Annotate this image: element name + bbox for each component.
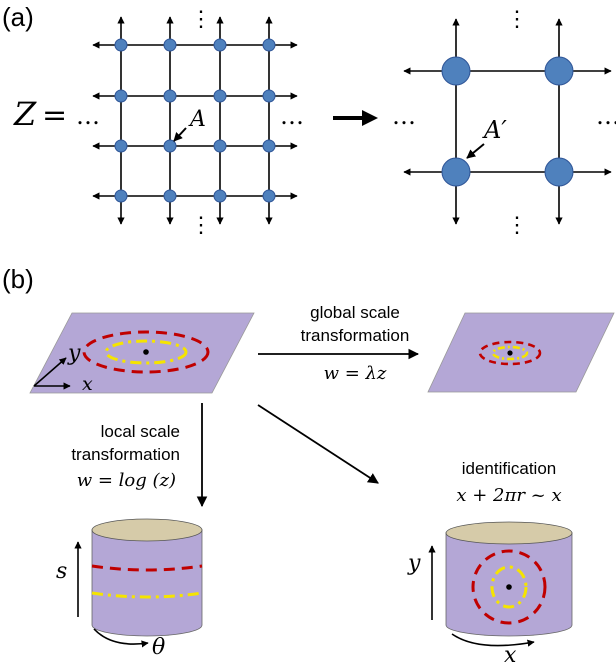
global-formula: w = λz — [324, 363, 387, 384]
x-axis-arrow-cylinder — [451, 633, 535, 647]
vdots-bottom-coarse: ⋮ — [506, 213, 528, 238]
original-plane: x y — [29, 312, 255, 395]
red-dashed-circle-scaled — [478, 340, 542, 366]
local-text-line2: transformation — [71, 445, 180, 464]
global-text-line1: global scale — [310, 303, 400, 322]
y-axis-label-cylinder: y — [407, 551, 421, 576]
y-axis-arrow — [33, 357, 67, 387]
panel-a-label: (a) — [2, 2, 34, 32]
fine-lattice-node — [213, 189, 227, 203]
point-a-prime-label: A′ — [482, 116, 507, 144]
global-text-line2: transformation — [301, 326, 410, 345]
theta-axis-label: θ — [152, 635, 165, 660]
point-a-prime-arrow — [466, 143, 485, 159]
cylinder-top — [91, 518, 203, 542]
fine-lattice-node — [114, 139, 128, 153]
globally-scaled-plane — [427, 312, 615, 393]
cylinder-side — [91, 529, 203, 637]
coarse-lattice-node — [441, 56, 471, 86]
cylinder-top-identified — [445, 521, 573, 545]
x-axis-label-cylinder: x — [504, 643, 517, 666]
vdots-top-grid: ⋮ — [190, 7, 212, 32]
vdots-bottom-grid: ⋮ — [190, 213, 212, 238]
yellow-dashdot-band — [91, 591, 203, 599]
plane-surface — [29, 312, 255, 394]
identification-formula: x + 2πr ~ x — [456, 485, 561, 506]
yellow-dashdot-circle-on-cylinder — [490, 565, 528, 609]
coarse-lattice-node — [544, 157, 574, 187]
identification-text: identification — [462, 459, 557, 478]
local-text-line1: local scale — [101, 422, 180, 441]
coarse-lattice — [403, 18, 612, 225]
fine-lattice-node — [262, 189, 276, 203]
origin-dot-cylinder — [506, 584, 512, 590]
fine-lattice-node — [163, 89, 177, 103]
fine-lattice-node — [114, 38, 128, 52]
vdots-top-coarse: ⋮ — [506, 7, 528, 32]
ellipsis-right-grid: … — [280, 102, 304, 130]
point-a-label: A — [188, 107, 206, 132]
coarse-lattice-node — [441, 157, 471, 187]
theta-axis-arrow — [93, 628, 149, 648]
yellow-dashdot-circle-scaled — [491, 345, 529, 361]
local-formula: w = log (z) — [77, 470, 176, 491]
yellow-dashdot-circle — [104, 339, 188, 365]
z-symbol: Z — [13, 95, 37, 133]
fine-lattice-node — [262, 139, 276, 153]
fine-lattice-node — [262, 89, 276, 103]
log-cylinder: s θ — [56, 518, 203, 660]
origin-dot-scaled — [507, 350, 513, 356]
fine-lattice-node — [114, 89, 128, 103]
fine-lattice-node — [262, 38, 276, 52]
point-a-arrow — [173, 127, 187, 142]
ellipsis-left-grid: … — [76, 102, 100, 130]
fine-lattice-node — [213, 38, 227, 52]
identification-arrow — [257, 404, 379, 484]
red-dashed-circle — [82, 330, 210, 374]
s-axis-label: s — [56, 559, 67, 584]
y-axis-label: y — [67, 341, 81, 366]
identified-cylinder: y x — [407, 521, 573, 666]
ellipsis-left-coarse: … — [392, 102, 416, 130]
coarse-lattice-node — [544, 56, 574, 86]
x-axis-label: x — [82, 373, 93, 395]
fine-lattice-node — [163, 38, 177, 52]
panel-b-label: (b) — [2, 264, 34, 294]
fine-lattice-node — [163, 189, 177, 203]
red-dashed-band — [91, 564, 203, 572]
equals-sign: = — [42, 98, 67, 133]
fine-lattice-node — [163, 139, 177, 153]
fine-lattice-node — [114, 189, 128, 203]
coarse-graining-arrow-head — [362, 110, 378, 126]
origin-dot — [143, 349, 149, 355]
fine-lattice-node — [213, 139, 227, 153]
fine-lattice-node — [213, 89, 227, 103]
ellipsis-right-coarse: … — [596, 102, 616, 130]
red-dashed-circle-on-cylinder — [471, 549, 547, 625]
fine-lattice — [92, 16, 298, 225]
plane-surface-scaled — [427, 312, 615, 393]
